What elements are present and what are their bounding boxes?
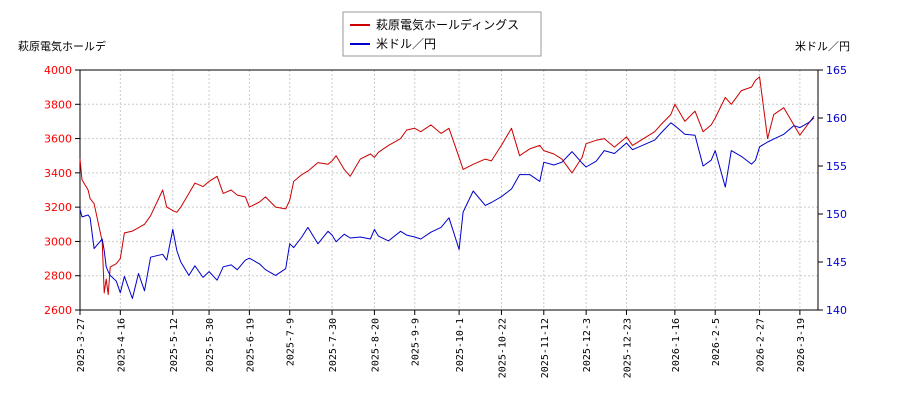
left-tick-label: 3200 (44, 201, 72, 214)
x-tick-label: 2025-8-20 (370, 318, 381, 372)
x-tick-label: 2026-2-5 (711, 318, 722, 366)
left-tick-label: 3800 (44, 98, 72, 111)
series-line-usdjpy (79, 115, 815, 299)
x-tick-label: 2025-10-22 (497, 318, 508, 378)
legend-item-usdjpy: 米ドル／円 (376, 37, 436, 51)
right-tick-label: 165 (826, 64, 847, 77)
right-axis-label: 米ドル／円 (795, 40, 850, 53)
x-axis: 2025-3-27 2025-4-16 2025-5-12 2025-5-30 2025… (76, 310, 807, 378)
left-tick-label: 3400 (44, 167, 72, 180)
left-axis-label: 萩原電気ホールデ (18, 39, 106, 53)
series-lines (79, 76, 815, 299)
left-tick-label: 2600 (44, 304, 72, 317)
x-tick-label: 2025-3-27 (76, 318, 87, 372)
left-tick-label: 3000 (44, 235, 72, 248)
x-tick-label: 2025-7-30 (328, 318, 339, 372)
x-tick-label: 2025-7-9 (286, 318, 297, 366)
left-tick-label: 2800 (44, 270, 72, 283)
x-tick-label: 2026-1-16 (671, 318, 682, 372)
plot-frame (79, 69, 819, 311)
right-tick-label: 160 (826, 112, 847, 125)
right-axis: 140 145 150 155 160 165 (818, 64, 847, 317)
left-axis: 2600 2800 3000 3200 3400 3600 3800 4000 (44, 64, 80, 317)
x-tick-label: 2025-6-19 (245, 318, 256, 372)
x-tick-label: 2025-9-9 (411, 318, 422, 366)
legend: 萩原電気ホールディングス 米ドル／円 (342, 11, 542, 57)
left-tick-label: 3600 (44, 133, 72, 146)
right-tick-label: 145 (826, 256, 847, 269)
legend-box (342, 11, 542, 57)
x-tick-label: 2025-5-30 (205, 318, 216, 372)
legend-item-hagiwara: 萩原電気ホールディングス (376, 17, 519, 32)
x-tick-label: 2025-4-16 (116, 318, 127, 372)
right-tick-label: 150 (826, 208, 847, 221)
x-tick-label: 2025-5-12 (169, 318, 180, 372)
left-tick-label: 4000 (44, 64, 72, 77)
x-tick-label: 2025-12-23 (622, 318, 633, 378)
series-line-hagiwara (79, 76, 815, 296)
x-tick-label: 2025-10-1 (455, 318, 466, 372)
right-tick-label: 140 (826, 304, 847, 317)
x-tick-label: 2026-2-27 (756, 318, 767, 372)
x-tick-label: 2025-11-12 (540, 318, 551, 378)
right-tick-label: 155 (826, 160, 847, 173)
x-tick-label: 2025-12-3 (582, 318, 593, 372)
x-tick-label: 2026-3-19 (796, 318, 807, 372)
